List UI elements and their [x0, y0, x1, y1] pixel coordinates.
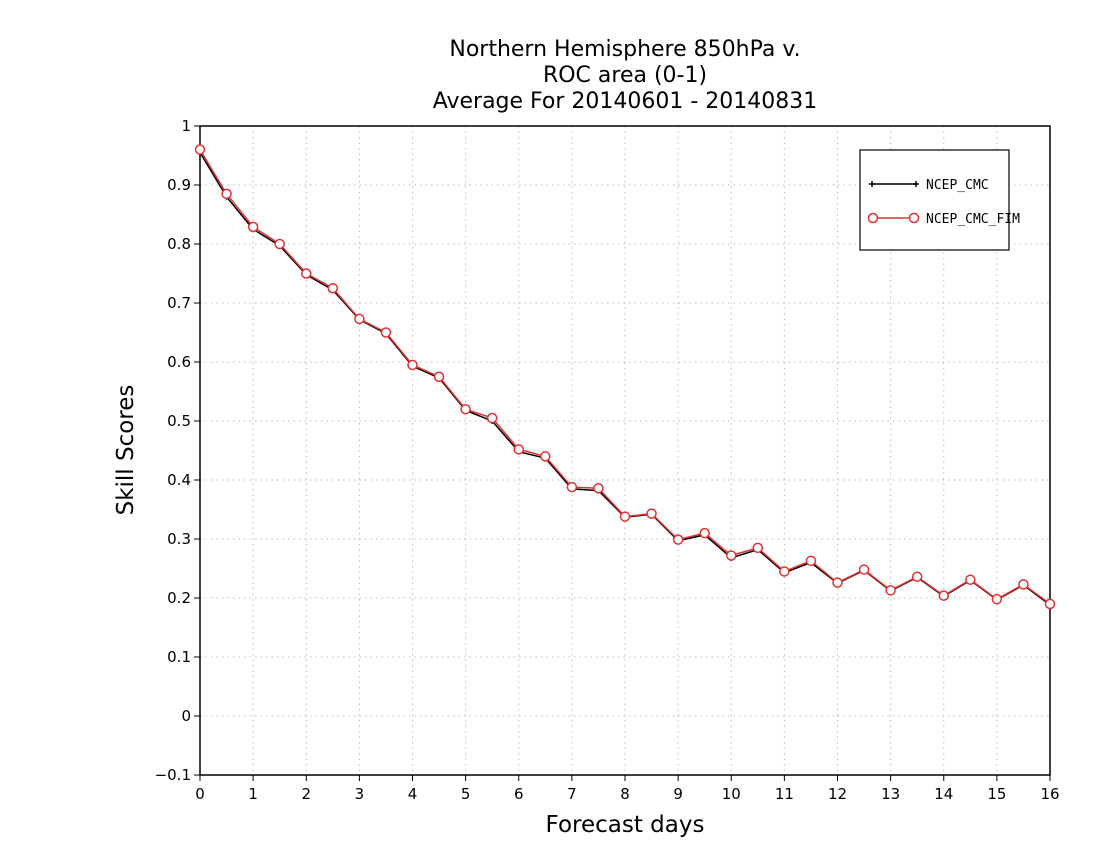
chart-title-line-2: ROC area (0-1): [542, 63, 708, 88]
legend-label-ncep-cmc: NCEP_CMC: [926, 178, 989, 193]
data-point: [194, 144, 206, 155]
y-tick-label: 0.8: [167, 235, 191, 253]
x-tick-label: 3: [355, 785, 365, 803]
data-point: [779, 566, 790, 577]
data-point: [805, 555, 817, 567]
series-layer: [194, 144, 1056, 610]
data-point: [540, 451, 551, 462]
data-point: [407, 359, 418, 371]
data-point: [885, 585, 896, 596]
data-point: [460, 403, 471, 415]
chart-title-line-3: Average For 20140601 - 20140831: [432, 89, 818, 114]
data-point: [301, 268, 312, 279]
series-ncep-cmc-fim: [194, 144, 1056, 610]
y-axis-label: Skill Scores: [113, 385, 139, 516]
data-point: [672, 534, 684, 545]
data-point: [513, 444, 524, 455]
x-tick-label: 2: [301, 785, 311, 803]
x-tick-label: 11: [775, 785, 794, 803]
data-point: [832, 577, 843, 588]
x-tick-label: 0: [195, 785, 205, 803]
y-tick-label: 0.7: [167, 294, 191, 312]
chart-title-line-1: Northern Hemisphere 850hPa v.: [449, 37, 801, 62]
x-tick-label: 1: [248, 785, 258, 803]
axis-ticks: 0 1 2 3 4 5 6 7 8 9 10 11 12 13 14 15 16−0.100.10.20.30.…: [155, 117, 1060, 803]
legend-circle-marker: [908, 212, 920, 224]
x-tick-label: 7: [567, 785, 577, 803]
y-tick-label: 0.4: [167, 471, 191, 489]
y-tick-label: 0.6: [167, 353, 191, 371]
y-tick-label: 0.5: [167, 412, 191, 430]
data-point: [726, 550, 737, 561]
x-tick-label: 12: [828, 785, 847, 803]
x-tick-label: 13: [881, 785, 900, 803]
x-tick-label: 4: [408, 785, 418, 803]
x-tick-label: 6: [514, 785, 524, 803]
data-point: [1044, 598, 1056, 610]
data-point: [619, 511, 631, 522]
data-point: [965, 574, 976, 585]
x-axis-label: Forecast days: [546, 812, 705, 838]
data-point: [991, 593, 1003, 605]
x-tick-label: 10: [722, 785, 741, 803]
x-tick-label: 16: [1040, 785, 1059, 803]
legend-circle-marker: [867, 212, 879, 224]
y-tick-label: 1: [181, 117, 191, 135]
x-tick-label: 14: [934, 785, 953, 803]
data-point: [911, 571, 923, 583]
data-point: [699, 527, 710, 539]
legend-box: [859, 149, 1010, 251]
data-point: [327, 283, 339, 294]
legend-plus-marker: [869, 181, 919, 187]
data-point: [858, 564, 870, 575]
legend: NCEP_CMC NCEP_CMC_FIM: [859, 149, 1020, 251]
data-point: [433, 371, 445, 382]
y-tick-label: 0: [181, 707, 191, 725]
y-tick-label: 0.2: [167, 589, 191, 607]
data-point: [380, 327, 392, 338]
x-tick-label: 9: [673, 785, 683, 803]
x-tick-label: 5: [461, 785, 471, 803]
data-point: [486, 412, 498, 424]
data-point: [566, 481, 578, 493]
data-point: [593, 483, 604, 494]
data-point: [274, 238, 285, 250]
y-tick-label: −0.1: [155, 766, 191, 784]
grid: [200, 126, 1050, 775]
data-point: [354, 313, 365, 325]
y-tick-label: 0.1: [167, 648, 191, 666]
y-tick-label: 0.9: [167, 176, 191, 194]
x-tick-label: 8: [620, 785, 630, 803]
x-tick-label: 15: [987, 785, 1006, 803]
y-tick-label: 0.3: [167, 530, 191, 548]
data-point: [247, 221, 259, 233]
data-point: [221, 188, 232, 200]
data-point: [938, 590, 949, 601]
data-point: [1018, 579, 1029, 590]
data-point: [646, 508, 657, 519]
data-point: [752, 542, 764, 554]
legend-label-ncep-cmc-fim: NCEP_CMC_FIM: [926, 212, 1020, 227]
